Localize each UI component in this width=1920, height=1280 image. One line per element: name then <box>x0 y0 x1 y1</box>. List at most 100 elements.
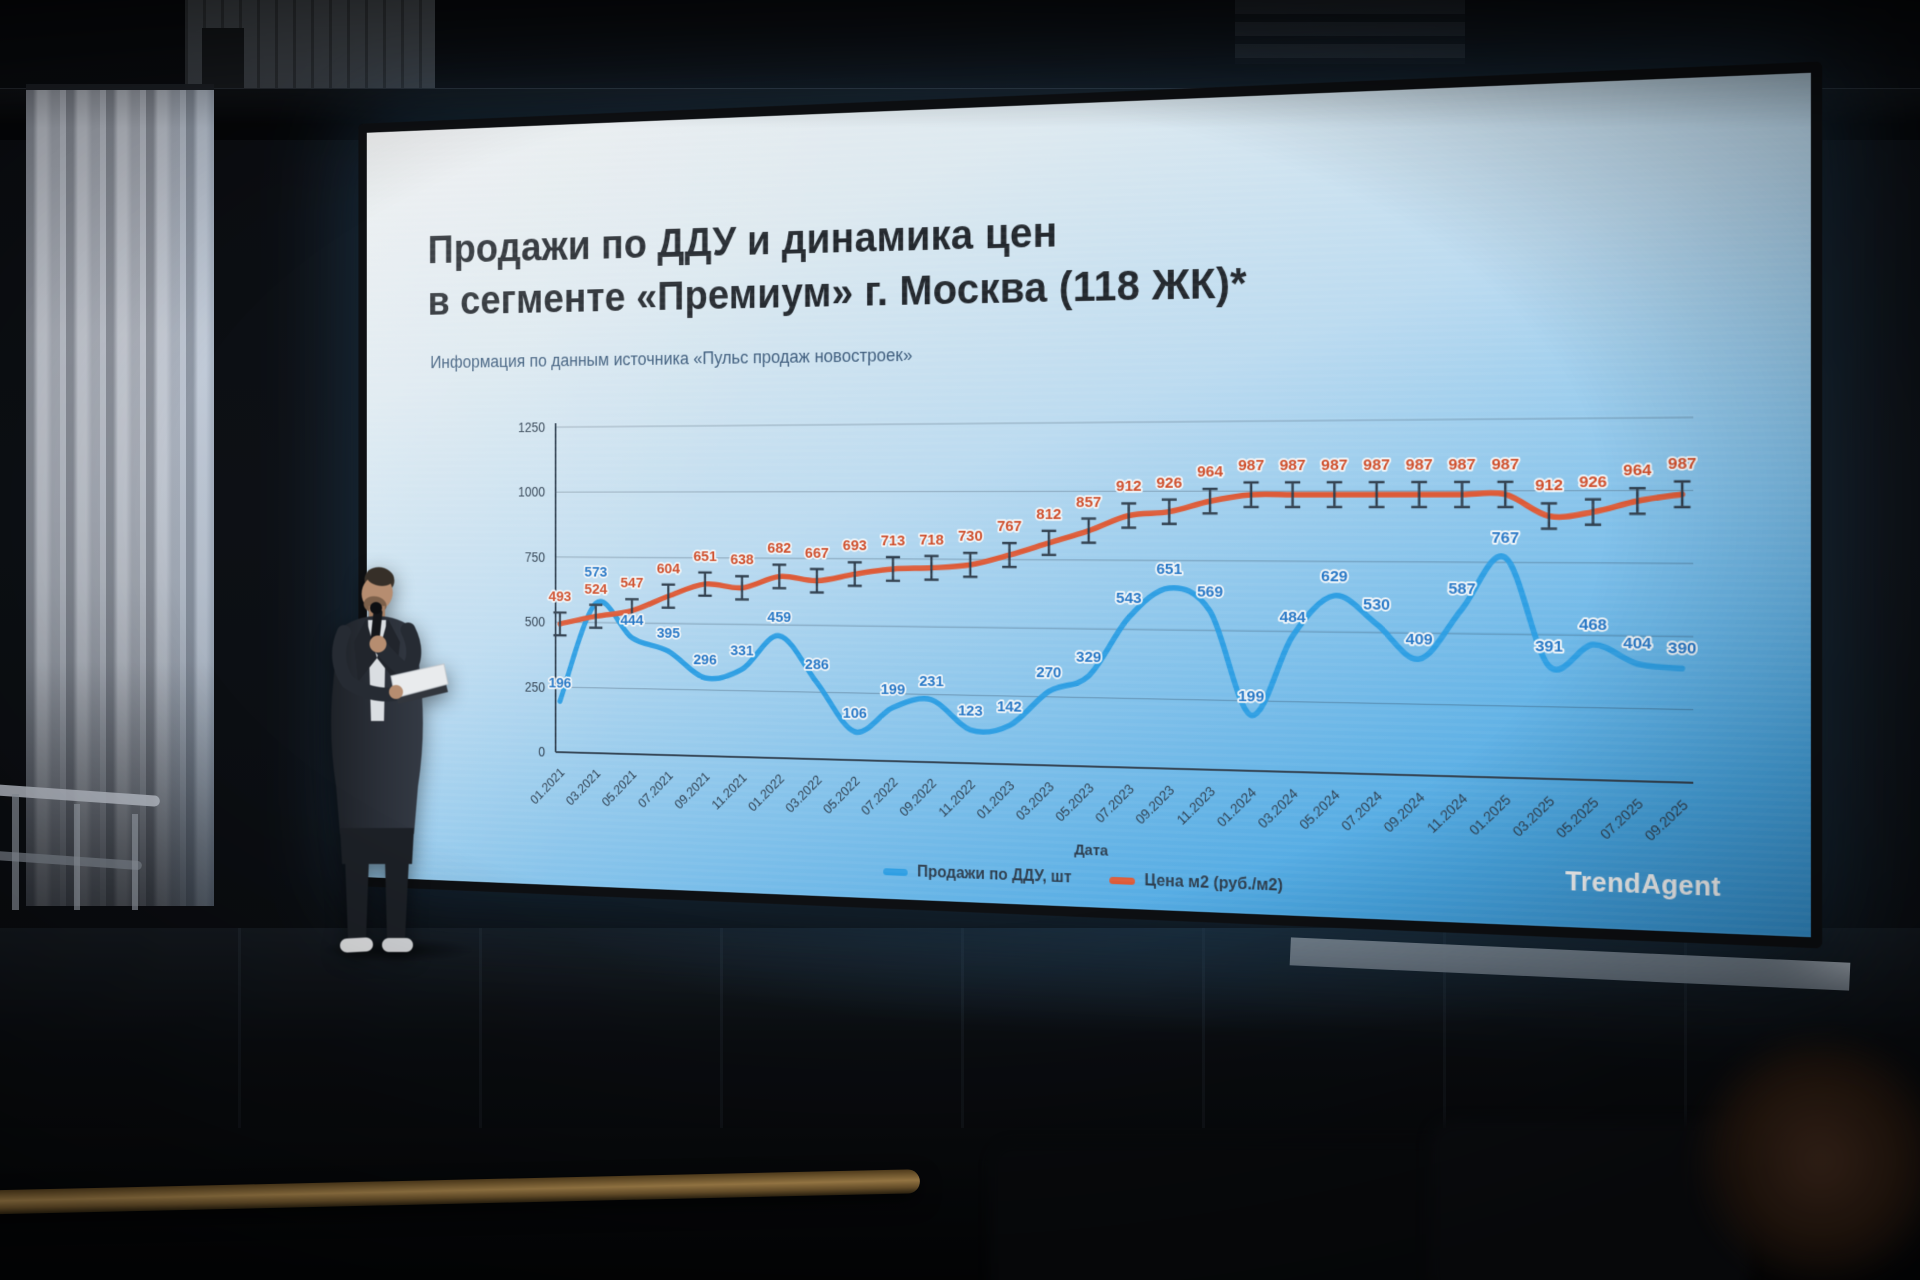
svg-text:987: 987 <box>1492 456 1520 474</box>
white-sneaker <box>382 938 413 952</box>
white-sneaker <box>340 937 373 953</box>
svg-text:1250: 1250 <box>518 420 545 435</box>
svg-text:524: 524 <box>584 581 608 597</box>
svg-text:667: 667 <box>805 545 829 562</box>
x-axis-title: Дата <box>1074 842 1108 860</box>
svg-text:857: 857 <box>1076 494 1101 511</box>
svg-text:07.2024: 07.2024 <box>1338 788 1385 834</box>
svg-text:05.2024: 05.2024 <box>1296 786 1343 832</box>
ceiling-equipment-box <box>202 28 244 90</box>
svg-text:09.2025: 09.2025 <box>1641 796 1691 844</box>
svg-text:11.2024: 11.2024 <box>1423 790 1470 836</box>
svg-text:530: 530 <box>1363 596 1390 614</box>
svg-text:03.2024: 03.2024 <box>1254 785 1301 831</box>
svg-text:01.2025: 01.2025 <box>1466 791 1515 838</box>
svg-text:693: 693 <box>843 538 867 555</box>
trendagent-logo: TrendAgent <box>1565 866 1722 903</box>
svg-text:404: 404 <box>1623 635 1652 653</box>
svg-text:09.2021: 09.2021 <box>671 769 712 812</box>
svg-text:331: 331 <box>730 643 754 660</box>
svg-text:987: 987 <box>1279 457 1305 474</box>
svg-text:07.2022: 07.2022 <box>858 774 901 818</box>
svg-text:391: 391 <box>1535 638 1563 656</box>
svg-text:03.2021: 03.2021 <box>563 766 603 809</box>
svg-text:09.2024: 09.2024 <box>1380 789 1428 836</box>
svg-text:459: 459 <box>767 610 791 627</box>
svg-text:01.2021: 01.2021 <box>527 765 567 808</box>
svg-text:01.2024: 01.2024 <box>1213 784 1259 830</box>
svg-text:569: 569 <box>1197 584 1223 601</box>
price-legend-dash-icon <box>1108 876 1135 885</box>
svg-text:964: 964 <box>1197 464 1224 481</box>
svg-text:270: 270 <box>1036 665 1061 682</box>
svg-text:444: 444 <box>620 612 644 628</box>
svg-text:604: 604 <box>657 561 681 577</box>
svg-text:629: 629 <box>1321 568 1348 586</box>
svg-text:573: 573 <box>584 564 607 580</box>
slide-subtitle: Информация по данным источника «Пульс пр… <box>430 345 913 372</box>
svg-text:987: 987 <box>1668 455 1697 473</box>
svg-text:409: 409 <box>1406 631 1433 649</box>
svg-text:03.2025: 03.2025 <box>1509 793 1558 840</box>
stage-curtain <box>26 84 214 906</box>
svg-text:651: 651 <box>693 549 716 565</box>
svg-text:11.2023: 11.2023 <box>1173 783 1218 828</box>
y-axis-labels: 0 250 500 750 1000 1250 <box>518 420 545 760</box>
foreground-blur <box>1690 1030 1920 1280</box>
svg-text:468: 468 <box>1579 616 1607 634</box>
svg-text:767: 767 <box>997 518 1022 535</box>
svg-text:01.2022: 01.2022 <box>745 771 787 815</box>
svg-text:812: 812 <box>1036 506 1061 523</box>
svg-text:05.2021: 05.2021 <box>599 767 640 810</box>
svg-text:767: 767 <box>1492 530 1520 548</box>
x-axis-labels: 01.202103.202105.202107.202109.202111.20… <box>527 765 1691 845</box>
svg-text:03.2023: 03.2023 <box>1013 778 1057 823</box>
svg-text:05.2022: 05.2022 <box>820 773 863 817</box>
svg-text:638: 638 <box>730 552 754 568</box>
gridlines <box>556 417 1694 709</box>
slide: Продажи по ДДУ и динамика цен в сегменте… <box>367 73 1811 937</box>
svg-text:547: 547 <box>620 576 643 592</box>
svg-text:142: 142 <box>997 699 1022 716</box>
presentation-screen: Продажи по ДДУ и динамика цен в сегменте… <box>358 61 1823 949</box>
svg-text:395: 395 <box>657 625 680 642</box>
svg-text:329: 329 <box>1076 649 1101 666</box>
svg-text:11.2021: 11.2021 <box>709 770 750 813</box>
svg-text:493: 493 <box>549 589 572 605</box>
railing-post <box>132 814 138 910</box>
svg-text:543: 543 <box>1116 591 1142 608</box>
svg-text:926: 926 <box>1156 475 1182 492</box>
svg-text:250: 250 <box>525 679 545 694</box>
ceiling-fixture <box>1235 0 1465 64</box>
svg-text:196: 196 <box>549 676 572 692</box>
svg-text:912: 912 <box>1535 477 1563 495</box>
svg-text:500: 500 <box>525 614 545 629</box>
svg-text:07.2025: 07.2025 <box>1597 795 1647 843</box>
sales-legend-dash-icon <box>883 867 908 876</box>
svg-text:199: 199 <box>1238 688 1264 706</box>
svg-text:484: 484 <box>1279 608 1306 626</box>
svg-text:286: 286 <box>805 656 829 673</box>
svg-text:296: 296 <box>693 652 716 669</box>
sales-line <box>560 551 1682 752</box>
svg-text:106: 106 <box>843 705 867 722</box>
svg-text:987: 987 <box>1363 457 1390 475</box>
slide-title: Продажи по ДДУ и динамика цен в сегменте… <box>428 198 1247 327</box>
svg-text:964: 964 <box>1623 462 1652 480</box>
svg-text:730: 730 <box>958 528 983 545</box>
svg-text:682: 682 <box>767 541 791 558</box>
svg-text:987: 987 <box>1321 457 1348 474</box>
svg-text:07.2023: 07.2023 <box>1092 781 1137 826</box>
svg-text:390: 390 <box>1668 640 1697 658</box>
railing-post <box>12 794 19 910</box>
svg-text:05.2023: 05.2023 <box>1052 780 1097 825</box>
svg-text:05.2025: 05.2025 <box>1553 794 1602 841</box>
svg-text:926: 926 <box>1579 473 1607 491</box>
svg-text:713: 713 <box>881 533 905 550</box>
svg-text:123: 123 <box>958 703 983 720</box>
svg-text:0: 0 <box>538 744 545 759</box>
svg-text:987: 987 <box>1238 457 1264 474</box>
svg-text:987: 987 <box>1406 456 1433 474</box>
svg-text:09.2022: 09.2022 <box>896 775 939 819</box>
svg-text:09.2023: 09.2023 <box>1132 782 1177 827</box>
